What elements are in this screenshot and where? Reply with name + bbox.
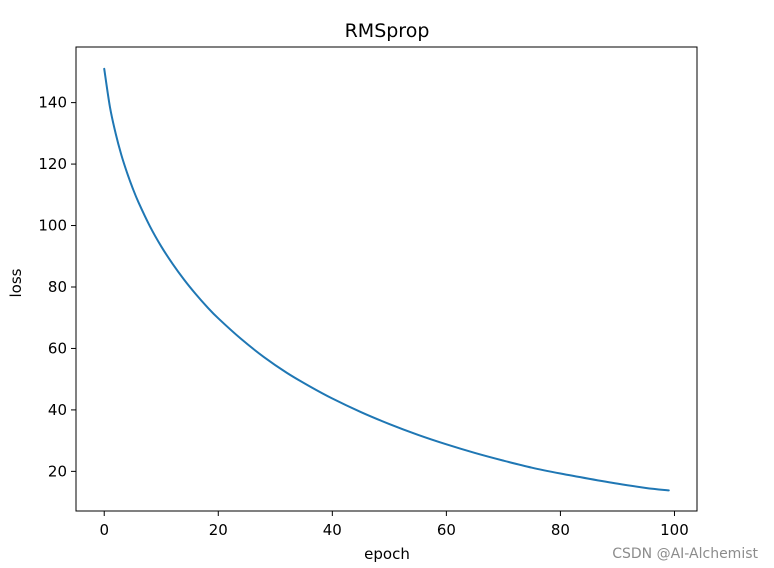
y-tick-label: 100	[38, 217, 67, 235]
y-tick-label: 140	[38, 94, 67, 112]
watermark-text: CSDN @AI-Alchemist	[612, 546, 758, 562]
y-axis-label: loss	[7, 268, 25, 297]
series-line	[103, 67, 670, 492]
x-tick-label: 60	[437, 521, 456, 539]
y-tick-label: 120	[38, 155, 67, 173]
x-tick-label: 0	[99, 521, 109, 539]
x-tick-label: 20	[209, 521, 228, 539]
chart-title: RMSprop	[345, 20, 430, 42]
x-tick-label: 80	[551, 521, 570, 539]
axes-frame	[75, 46, 698, 512]
y-tick-label: 60	[48, 339, 67, 357]
y-tick-label: 80	[48, 278, 67, 296]
x-axis-label: epoch	[364, 545, 410, 563]
y-tick-label: 40	[48, 401, 67, 419]
x-tick-label: 100	[660, 521, 689, 539]
y-tick-label: 20	[48, 462, 67, 480]
axis-ticks: 0 20 40 60 80 100 20 40 60 80 100 120 140	[38, 94, 688, 539]
x-tick-label: 40	[323, 521, 342, 539]
plot-area	[103, 67, 670, 492]
